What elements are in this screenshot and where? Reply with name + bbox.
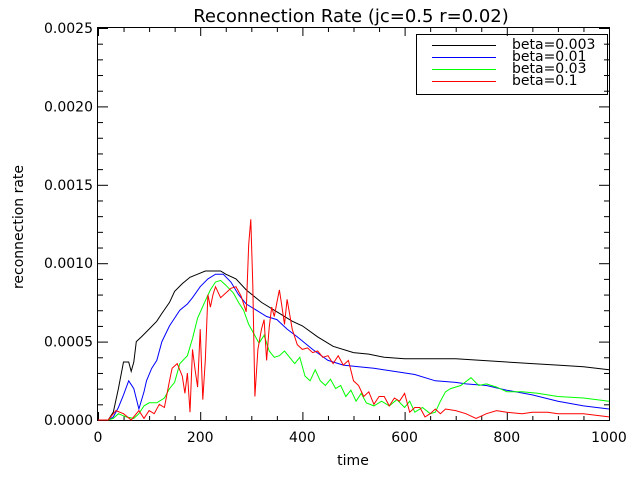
- chart-title: Reconnection Rate (jc=0.5 r=0.02): [193, 6, 509, 27]
- x-tick-label: 600: [391, 430, 418, 446]
- y-tick-label: 0.0000: [44, 413, 93, 429]
- legend-label: beta=0.03: [512, 61, 586, 77]
- x-tick-label: 0: [94, 430, 103, 446]
- series-line-beta-0-01: [98, 273, 610, 421]
- y-tick-label: 0.0015: [44, 178, 93, 194]
- legend-label: beta=0.1: [512, 73, 578, 89]
- axis-ticks: 0 200 400 600 800 1000 0.0000 0.0005 0.0010 0.001…: [44, 21, 627, 446]
- x-tick-label: 800: [493, 430, 520, 446]
- y-tick-label: 0.0020: [44, 99, 93, 115]
- y-axis-label: reconnection rate: [11, 165, 27, 289]
- x-axis-label: time: [337, 453, 369, 469]
- series-line-beta-0-03: [98, 279, 610, 421]
- y-tick-label: 0.0010: [44, 256, 93, 272]
- series-layer: [98, 219, 610, 421]
- series-line-beta-0-003: [98, 270, 610, 421]
- x-tick-label: 400: [289, 430, 316, 446]
- x-tick-label: 1000: [591, 430, 627, 446]
- y-tick-label: 0.0005: [44, 335, 93, 351]
- x-tick-label: 200: [187, 430, 214, 446]
- legend-box: [416, 34, 608, 95]
- plot-frame: [97, 27, 610, 421]
- legend-label: beta=0.003: [512, 37, 595, 53]
- series-line-beta-0-1: [98, 219, 610, 421]
- legend-label: beta=0.01: [512, 49, 586, 65]
- y-tick-label: 0.0025: [44, 21, 93, 37]
